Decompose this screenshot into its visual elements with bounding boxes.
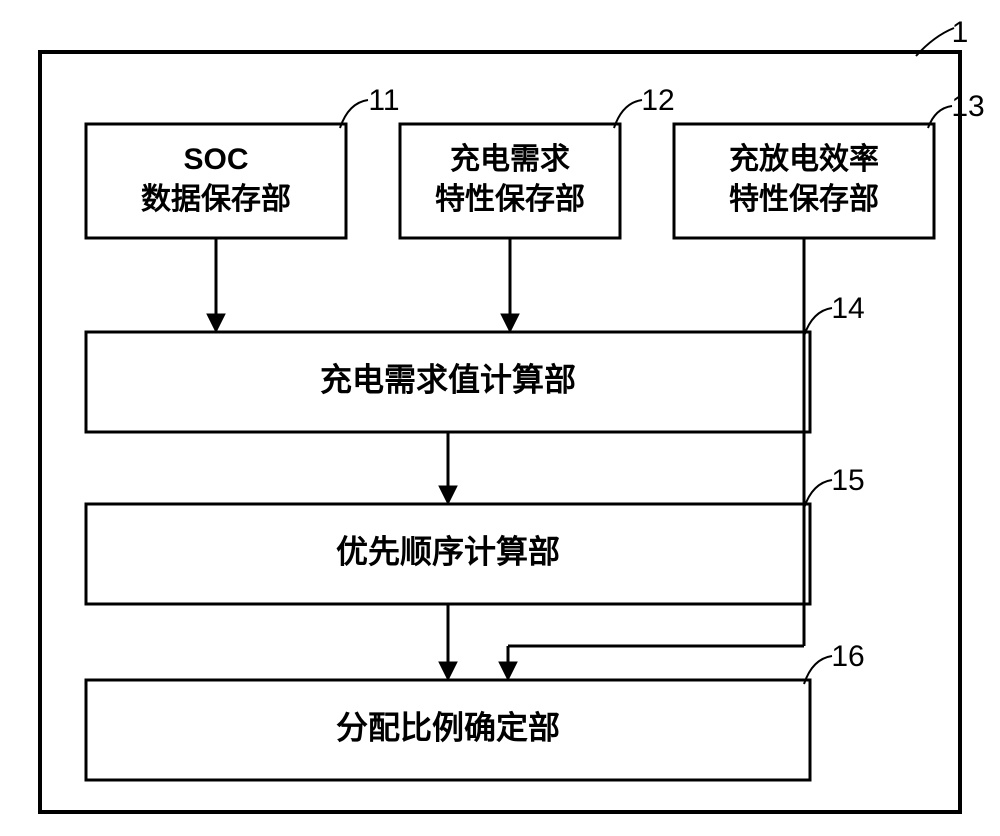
refnum-n11: 11 [368,84,399,117]
refnum-n14: 14 [831,292,864,325]
block-n11-label-0: SOC [183,143,248,176]
block-n14: 充电需求值计算部 [86,332,810,432]
block-n11-label-1: 数据保存部 [141,182,291,216]
block-n11: SOC 数据保存部 [86,124,346,238]
block-n16: 分配比例确定部 [86,680,810,780]
block-n16-label: 分配比例确定部 [336,709,560,745]
block-n13: 充放电效率特性保存部 [674,124,934,238]
refnum-n16: 16 [831,640,864,673]
refnum-n15: 15 [831,464,864,497]
block-n15: 优先顺序计算部 [86,504,810,604]
refnum-n12: 12 [641,84,674,117]
refnum-n13: 13 [951,90,984,123]
block-n12-label-1: 特性保存部 [435,182,585,216]
block-n15-label: 优先顺序计算部 [336,533,560,569]
refnum-outer: 1 [952,16,969,49]
block-n13-label-1: 特性保存部 [729,182,879,216]
block-n12-label-0: 充电需求 [450,143,570,176]
block-n13-label-0: 充放电效率 [729,143,879,176]
block-n14-label: 充电需求值计算部 [320,361,576,397]
block-n12: 充电需求特性保存部 [400,124,620,238]
